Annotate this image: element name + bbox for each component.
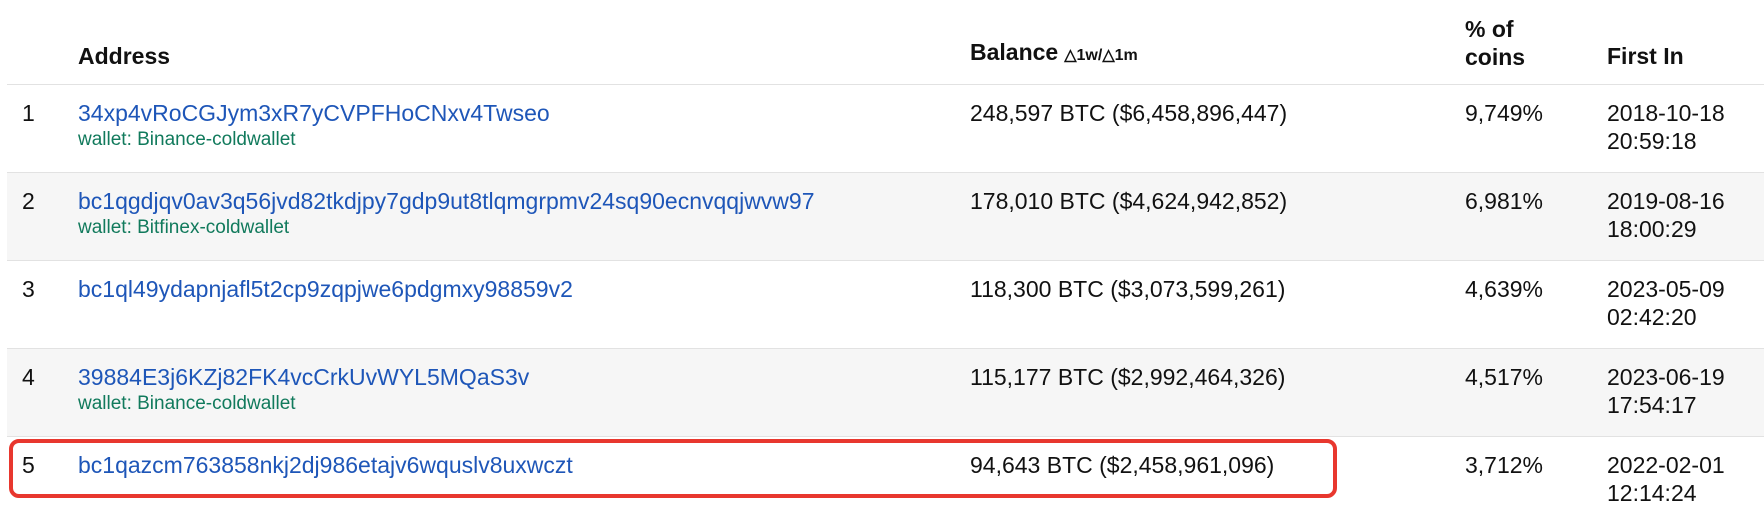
first-in-date: 2023-06-19 [1607,364,1725,390]
first-in-time: 18:00:29 [1607,216,1697,242]
column-header-first-in[interactable]: First In [1607,43,1684,69]
address-link[interactable]: 39884E3j6KZj82FK4vcCrkUvWYL5MQaS3v [78,364,530,390]
table-row: 4 39884E3j6KZj82FK4vcCrkUvWYL5MQaS3v wal… [7,349,1764,437]
wallet-link[interactable]: wallet: Binance-coldwallet [78,393,296,414]
rich-list-table: Address Balance △1w/△1m % of coins First … [7,0,1764,523]
wallet-link[interactable]: wallet: Binance-coldwallet [78,129,296,150]
first-in-date: 2018-10-18 [1607,100,1725,126]
address-cell: bc1qazcm763858nkj2dj986etajv6wquslv8uxwc… [78,451,573,479]
balance-header-label: Balance [970,39,1059,65]
balance-cell: 115,177 BTC ($2,992,464,326) [970,364,1286,390]
column-header-address[interactable]: Address [78,43,171,69]
balance-cell: 118,300 BTC ($3,073,599,261) [970,276,1286,302]
first-in-cell: 2023-06-19 17:54:17 [1607,363,1747,419]
rank-cell: 4 [22,364,35,390]
first-in-cell: 2022-02-01 12:14:24 [1607,451,1747,507]
first-in-time: 17:54:17 [1607,392,1697,418]
address-cell: 34xp4vRoCGJym3xR7yCVPFHoCNxv4Twseo walle… [78,99,550,153]
first-in-cell: 2018-10-18 20:59:18 [1607,99,1747,155]
balance-cell: 178,010 BTC ($4,624,942,852) [970,188,1288,214]
column-header-pct-coins[interactable]: % of coins [1465,16,1526,70]
rank-cell: 5 [22,452,35,478]
balance-delta-label: △1w/△1m [1064,47,1138,64]
pct-coins-cell: 6,981% [1465,188,1544,214]
table-row: 3 bc1ql49ydapnjafl5t2cp9zqpjwe6pdgmxy988… [7,261,1764,349]
pct-coins-cell: 9,749% [1465,100,1544,126]
address-link[interactable]: 34xp4vRoCGJym3xR7yCVPFHoCNxv4Twseo [78,100,550,126]
pct-coins-cell: 4,517% [1465,364,1544,390]
rank-cell: 2 [22,188,35,214]
first-in-cell: 2019-08-16 18:00:29 [1607,187,1747,243]
table-row: 5 bc1qazcm763858nkj2dj986etajv6wquslv8ux… [7,437,1764,523]
address-cell: bc1ql49ydapnjafl5t2cp9zqpjwe6pdgmxy98859… [78,275,573,303]
first-in-time: 02:42:20 [1607,304,1697,330]
column-header-balance[interactable]: Balance △1w/△1m [970,39,1138,66]
balance-cell: 94,643 BTC ($2,458,961,096) [970,452,1275,478]
address-cell: bc1qgdjqv0av3q56jvd82tkdjpy7gdp9ut8tlqmg… [78,187,815,241]
first-in-date: 2022-02-01 [1607,452,1725,478]
first-in-date: 2019-08-16 [1607,188,1725,214]
first-in-time: 20:59:18 [1607,128,1697,154]
balance-cell: 248,597 BTC ($6,458,896,447) [970,100,1288,126]
table-header: Address Balance △1w/△1m % of coins First … [7,0,1764,85]
rank-cell: 3 [22,276,35,302]
first-in-time: 12:14:24 [1607,480,1697,506]
address-link[interactable]: bc1qazcm763858nkj2dj986etajv6wquslv8uxwc… [78,452,573,478]
address-cell: 39884E3j6KZj82FK4vcCrkUvWYL5MQaS3v walle… [78,363,529,417]
table-row: 2 bc1qgdjqv0av3q56jvd82tkdjpy7gdp9ut8tlq… [7,173,1764,261]
first-in-cell: 2023-05-09 02:42:20 [1607,275,1747,331]
pct-coins-cell: 4,639% [1465,276,1544,302]
table-row: 1 34xp4vRoCGJym3xR7yCVPFHoCNxv4Twseo wal… [7,85,1764,173]
wallet-link[interactable]: wallet: Bitfinex-coldwallet [78,217,290,238]
first-in-date: 2023-05-09 [1607,276,1725,302]
pct-coins-cell: 3,712% [1465,452,1544,478]
address-link[interactable]: bc1qgdjqv0av3q56jvd82tkdjpy7gdp9ut8tlqmg… [78,188,815,214]
address-link[interactable]: bc1ql49ydapnjafl5t2cp9zqpjwe6pdgmxy98859… [78,276,573,302]
rank-cell: 1 [22,100,35,126]
